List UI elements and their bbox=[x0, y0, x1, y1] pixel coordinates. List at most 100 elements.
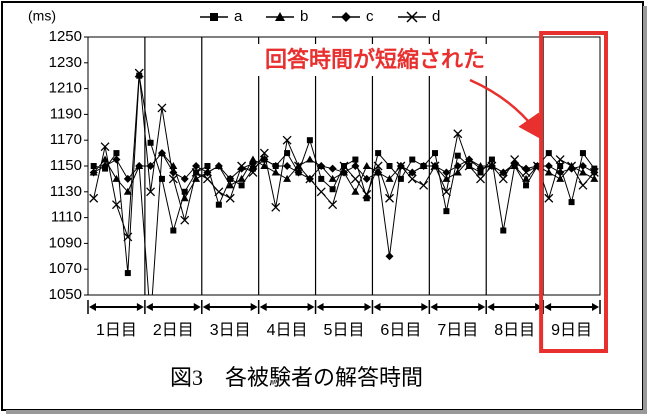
marker bbox=[351, 162, 360, 170]
legend-marker bbox=[341, 12, 351, 22]
marker bbox=[259, 148, 269, 158]
legend-label: b bbox=[300, 8, 308, 25]
marker bbox=[249, 165, 256, 172]
marker bbox=[248, 155, 257, 163]
marker bbox=[499, 168, 508, 177]
marker bbox=[248, 167, 258, 177]
legend-marker bbox=[406, 11, 418, 23]
marker bbox=[180, 194, 189, 202]
y-tick-label: 1170 bbox=[50, 131, 82, 148]
marker bbox=[283, 162, 292, 170]
marker bbox=[214, 187, 224, 197]
x-category-label: 7日目 bbox=[437, 322, 478, 339]
marker bbox=[157, 103, 167, 113]
caption: 図3 各被験者の解答時間 bbox=[170, 365, 423, 390]
y-tick-label: 1190 bbox=[50, 105, 82, 122]
annotation-arrow bbox=[469, 78, 543, 141]
marker bbox=[203, 174, 212, 184]
marker bbox=[134, 68, 144, 78]
marker bbox=[557, 163, 564, 169]
y-tick-label: 1110 bbox=[51, 209, 82, 226]
x-category-label: 1日目 bbox=[96, 322, 137, 339]
marker bbox=[112, 174, 121, 182]
marker bbox=[316, 187, 326, 197]
highlight-box bbox=[539, 31, 608, 353]
annotation-bg bbox=[225, 44, 525, 76]
marker bbox=[101, 162, 110, 170]
marker bbox=[112, 155, 121, 164]
legend-marker bbox=[275, 12, 285, 21]
marker bbox=[89, 168, 98, 177]
marker bbox=[123, 187, 132, 195]
marker bbox=[225, 193, 235, 203]
legend-label: d bbox=[432, 8, 440, 25]
x-category-label: 4日目 bbox=[267, 322, 308, 339]
marker bbox=[306, 137, 313, 144]
marker bbox=[453, 168, 462, 176]
marker bbox=[204, 163, 211, 169]
marker bbox=[385, 252, 394, 261]
x-category-label: 5日目 bbox=[324, 322, 365, 339]
marker bbox=[282, 135, 292, 145]
marker bbox=[305, 174, 315, 184]
marker bbox=[284, 150, 291, 157]
marker bbox=[294, 168, 303, 177]
marker bbox=[283, 174, 292, 182]
marker bbox=[544, 168, 553, 176]
x-category-label: 9日目 bbox=[551, 322, 592, 339]
y-tick-label: 1130 bbox=[50, 183, 82, 200]
marker bbox=[476, 174, 485, 184]
marker bbox=[567, 161, 577, 171]
marker bbox=[101, 155, 110, 163]
marker bbox=[89, 193, 99, 203]
marker bbox=[396, 161, 406, 171]
marker bbox=[238, 182, 245, 189]
marker bbox=[443, 208, 450, 215]
y-tick-label: 1090 bbox=[49, 234, 82, 251]
marker bbox=[180, 215, 190, 225]
x-category-label: 3日目 bbox=[210, 322, 251, 339]
marker bbox=[147, 139, 154, 146]
marker bbox=[385, 174, 394, 182]
marker bbox=[352, 156, 359, 163]
marker bbox=[350, 174, 360, 184]
y-tick-label: 1070 bbox=[49, 260, 82, 277]
marker bbox=[408, 168, 417, 177]
y-tick-label: 1150 bbox=[50, 157, 82, 174]
marker bbox=[578, 168, 587, 176]
marker bbox=[123, 232, 133, 242]
marker bbox=[555, 155, 565, 165]
legend-marker bbox=[210, 13, 218, 21]
marker bbox=[271, 168, 280, 176]
y-tick-label: 1050 bbox=[49, 286, 82, 303]
y-tick-label: 1250 bbox=[49, 28, 82, 45]
marker bbox=[181, 188, 188, 195]
marker bbox=[523, 182, 530, 189]
marker bbox=[464, 161, 474, 171]
plot-series bbox=[89, 68, 599, 295]
marker bbox=[589, 167, 599, 177]
marker bbox=[191, 167, 201, 177]
marker bbox=[260, 162, 269, 169]
marker bbox=[215, 201, 222, 208]
shadow bbox=[6, 410, 647, 414]
marker bbox=[111, 200, 121, 210]
marker bbox=[170, 227, 177, 234]
marker bbox=[158, 175, 165, 182]
marker bbox=[498, 174, 508, 184]
marker bbox=[476, 164, 485, 173]
marker bbox=[432, 150, 439, 157]
marker bbox=[487, 161, 497, 171]
marker bbox=[556, 174, 565, 182]
marker bbox=[317, 162, 326, 170]
marker bbox=[362, 162, 371, 169]
y-tick-label: 1210 bbox=[49, 80, 82, 97]
marker bbox=[363, 195, 370, 202]
marker bbox=[544, 193, 554, 203]
shadow bbox=[643, 6, 647, 412]
marker bbox=[305, 155, 314, 163]
marker bbox=[362, 189, 372, 199]
marker bbox=[510, 155, 520, 165]
marker bbox=[203, 168, 212, 177]
